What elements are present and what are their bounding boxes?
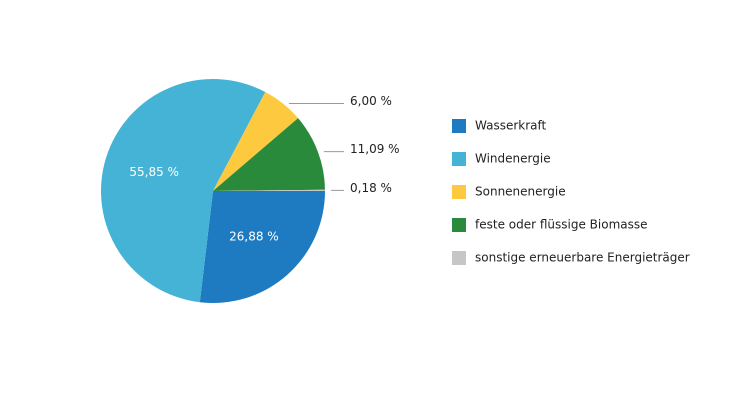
slice-label: 11,09 %	[350, 142, 400, 156]
legend-swatch	[452, 152, 466, 166]
pie-slice	[213, 189, 325, 191]
pie-slice	[199, 191, 325, 303]
legend-swatch	[452, 185, 466, 199]
legend-label: Sonnenenergie	[475, 185, 566, 199]
legend-swatch	[452, 251, 466, 265]
legend-label: Windenergie	[475, 152, 551, 166]
legend-label: Wasserkraft	[475, 119, 547, 133]
slice-label: 0,18 %	[350, 181, 392, 195]
slice-label: 26,88 %	[229, 230, 279, 244]
legend-label: sonstige erneuerbare Energieträger	[475, 251, 690, 265]
legend-label: feste oder flüssige Biomasse	[475, 218, 648, 232]
legend-swatch	[452, 218, 466, 232]
slice-label: 6,00 %	[350, 94, 392, 108]
pie-slice	[213, 91, 299, 191]
pie-slice	[101, 79, 266, 303]
slice-label: 55,85 %	[129, 165, 179, 179]
pie-slice	[213, 118, 325, 191]
legend-swatch	[452, 119, 466, 133]
